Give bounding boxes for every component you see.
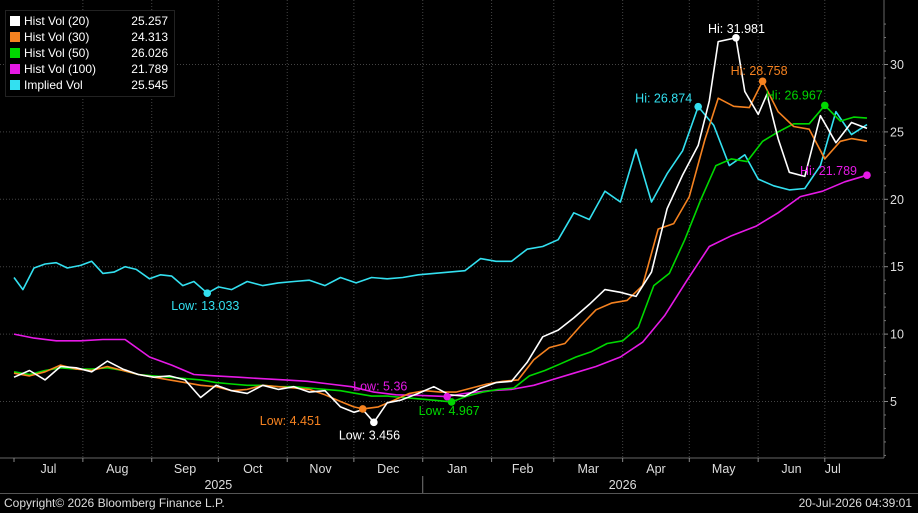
copyright-text: Copyright© 2026 Bloomberg Finance L.P.	[4, 496, 225, 510]
y-tick-label: 25	[890, 125, 904, 139]
chart-legend: Hist Vol (20) 25.257 Hist Vol (30) 24.31…	[5, 10, 175, 97]
legend-swatch-hv50	[10, 48, 20, 58]
x-tick-label: May	[712, 462, 736, 476]
x-tick-label: Nov	[309, 462, 332, 476]
y-tick-label: 10	[890, 328, 904, 342]
x-tick-label: Jul	[40, 462, 56, 476]
legend-swatch-hv100	[10, 64, 20, 74]
x-tick-label: Dec	[377, 462, 399, 476]
legend-value-hv20: 25.257	[131, 14, 168, 28]
series-2-low-label: Low: 4.967	[419, 404, 480, 418]
series-2-low-marker	[447, 398, 456, 406]
series-0-low-label: Low: 3.456	[339, 428, 400, 442]
legend-item-hv100: Hist Vol (100) 21.789	[10, 61, 168, 77]
series-line-4	[13, 105, 868, 294]
legend-swatch-hv20	[10, 16, 20, 26]
y-tick-label: 20	[890, 193, 904, 207]
legend-item-implied-vol: Implied Vol 25.545	[10, 77, 168, 93]
x-tick-label: Sep	[174, 462, 196, 476]
x-tick-label: Aug	[106, 462, 128, 476]
series-1-hi-marker	[758, 77, 767, 86]
series-line-3	[13, 174, 868, 398]
series-4-hi-label: Hi: 26.874	[635, 92, 692, 106]
x-year-label: 2026	[609, 478, 637, 492]
series-3-hi-marker	[863, 171, 871, 179]
y-tick-label: 30	[890, 58, 904, 72]
legend-item-hv30: Hist Vol (30) 24.313	[10, 29, 168, 45]
legend-label-implied-vol: Implied Vol	[24, 78, 83, 92]
x-tick-label: Jul	[825, 462, 841, 476]
chart-annotations: Hi: 31.981 Low: 3.456 Hi: 28.758 Low: 4.451…	[171, 22, 871, 442]
timestamp-text: 20-Jul-2026 04:39:01	[798, 496, 912, 510]
series-2-hi-marker	[820, 101, 829, 110]
legend-value-hv50: 26.026	[131, 46, 168, 60]
legend-value-implied-vol: 25.545	[131, 78, 168, 92]
legend-label-hv100: Hist Vol (100)	[24, 62, 97, 76]
series-0-hi-marker	[732, 33, 740, 42]
legend-label-hv20: Hist Vol (20)	[24, 14, 90, 28]
chart-footer: Copyright© 2026 Bloomberg Finance L.P. 2…	[0, 493, 918, 513]
x-tick-label: Feb	[512, 462, 534, 476]
series-2-hi-label: Hi: 26.967	[766, 88, 823, 102]
x-tick-label: Jun	[781, 462, 801, 476]
legend-item-hv20: Hist Vol (20) 25.257	[10, 13, 168, 29]
x-tick-label: Jan	[447, 462, 467, 476]
legend-swatch-implied-vol	[10, 80, 20, 90]
series-3-low-label: Low: 5.36	[353, 380, 407, 394]
series-0-low-marker	[370, 418, 378, 427]
y-tick-label: 5	[890, 395, 897, 409]
x-tick-label: Mar	[577, 462, 599, 476]
legend-value-hv100: 21.789	[131, 62, 168, 76]
series-4-hi-marker	[694, 102, 702, 111]
legend-swatch-hv30	[10, 32, 20, 42]
x-axis: Jul Aug Sep Oct Nov Dec Jan Feb Mar Apr May Jun Jul 2…	[0, 457, 884, 493]
y-tick-label: 15	[890, 260, 904, 274]
series-3-hi-label: Hi: 21.789	[800, 164, 857, 178]
series-line-1	[13, 80, 868, 410]
legend-item-hv50: Hist Vol (50) 26.026	[10, 45, 168, 61]
x-year-label: 2025	[204, 478, 232, 492]
legend-value-hv30: 24.313	[131, 30, 168, 44]
series-3-low-marker	[443, 392, 451, 401]
series-4-low-marker	[203, 289, 212, 298]
x-tick-label: Oct	[243, 462, 263, 476]
series-0-hi-label: Hi: 31.981	[708, 22, 765, 36]
series-1-hi-label: Hi: 28.758	[731, 64, 788, 78]
series-line-2	[13, 104, 868, 403]
series-1-low-label: Low: 4.451	[260, 414, 321, 428]
legend-label-hv30: Hist Vol (30)	[24, 30, 90, 44]
x-tick-label: Apr	[646, 462, 665, 476]
series-1-low-marker	[358, 405, 367, 413]
series-4-low-label: Low: 13.033	[171, 299, 239, 313]
y-axis: 5 10 15 20 25 30	[883, 0, 904, 458]
legend-label-hv50: Hist Vol (50)	[24, 46, 90, 60]
